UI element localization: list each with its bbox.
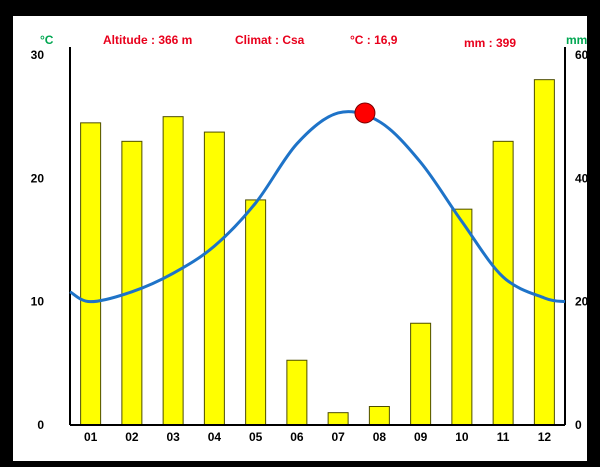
- tick-labels: 0 10 20 30 0 20 40 60 01 02 03 04 05 06 07 08 09 10 11 12: [31, 48, 589, 444]
- precip-bar-12: [533, 79, 555, 426]
- month-tick-label: 11: [497, 430, 510, 444]
- temperature-layer: [69, 102, 566, 304]
- month-tick-label: 09: [414, 430, 428, 444]
- left-tick-label: 10: [31, 295, 45, 309]
- month-tick-label: 12: [538, 430, 552, 444]
- month-tick-label: 02: [125, 430, 139, 444]
- total-precip-label: mm : 399: [464, 36, 516, 50]
- right-tick-label: 60: [575, 48, 589, 62]
- right-tick-label: 40: [575, 171, 589, 185]
- precip-bar-09: [410, 322, 432, 426]
- altitude-label: Altitude : 366 m: [103, 33, 192, 47]
- precip-bar-04: [203, 131, 225, 426]
- month-tick-label: 08: [373, 430, 387, 444]
- month-tick-label: 06: [290, 430, 304, 444]
- axes: [69, 47, 566, 426]
- right-tick-label: 20: [575, 295, 589, 309]
- mean-temp-label: °C : 16,9: [350, 33, 398, 47]
- temperature-line: [69, 110, 566, 304]
- precip-bar-08: [368, 406, 390, 426]
- month-tick-label: 03: [166, 430, 180, 444]
- precip-bar-07: [327, 412, 349, 426]
- left-tick-label: 20: [31, 171, 45, 185]
- left-tick-label: 30: [31, 48, 45, 62]
- right-tick-label: 0: [575, 418, 582, 432]
- month-tick-label: 04: [208, 430, 222, 444]
- month-tick-label: 05: [249, 430, 263, 444]
- max-temp-marker: [354, 102, 376, 124]
- left-tick-label: 0: [37, 418, 44, 432]
- precip-bar-06: [286, 359, 308, 426]
- precip-bar-02: [121, 140, 143, 426]
- month-tick-label: 10: [455, 430, 469, 444]
- month-tick-label: 07: [331, 430, 345, 444]
- precip-bar-05: [245, 199, 267, 426]
- precip-bar-10: [451, 208, 473, 426]
- right-unit-label: mm: [566, 33, 587, 47]
- precip-bar-01: [80, 122, 102, 426]
- month-tick-label: 01: [84, 430, 98, 444]
- left-unit-label: °C: [40, 33, 54, 47]
- climate-label: Climat : Csa: [235, 33, 305, 47]
